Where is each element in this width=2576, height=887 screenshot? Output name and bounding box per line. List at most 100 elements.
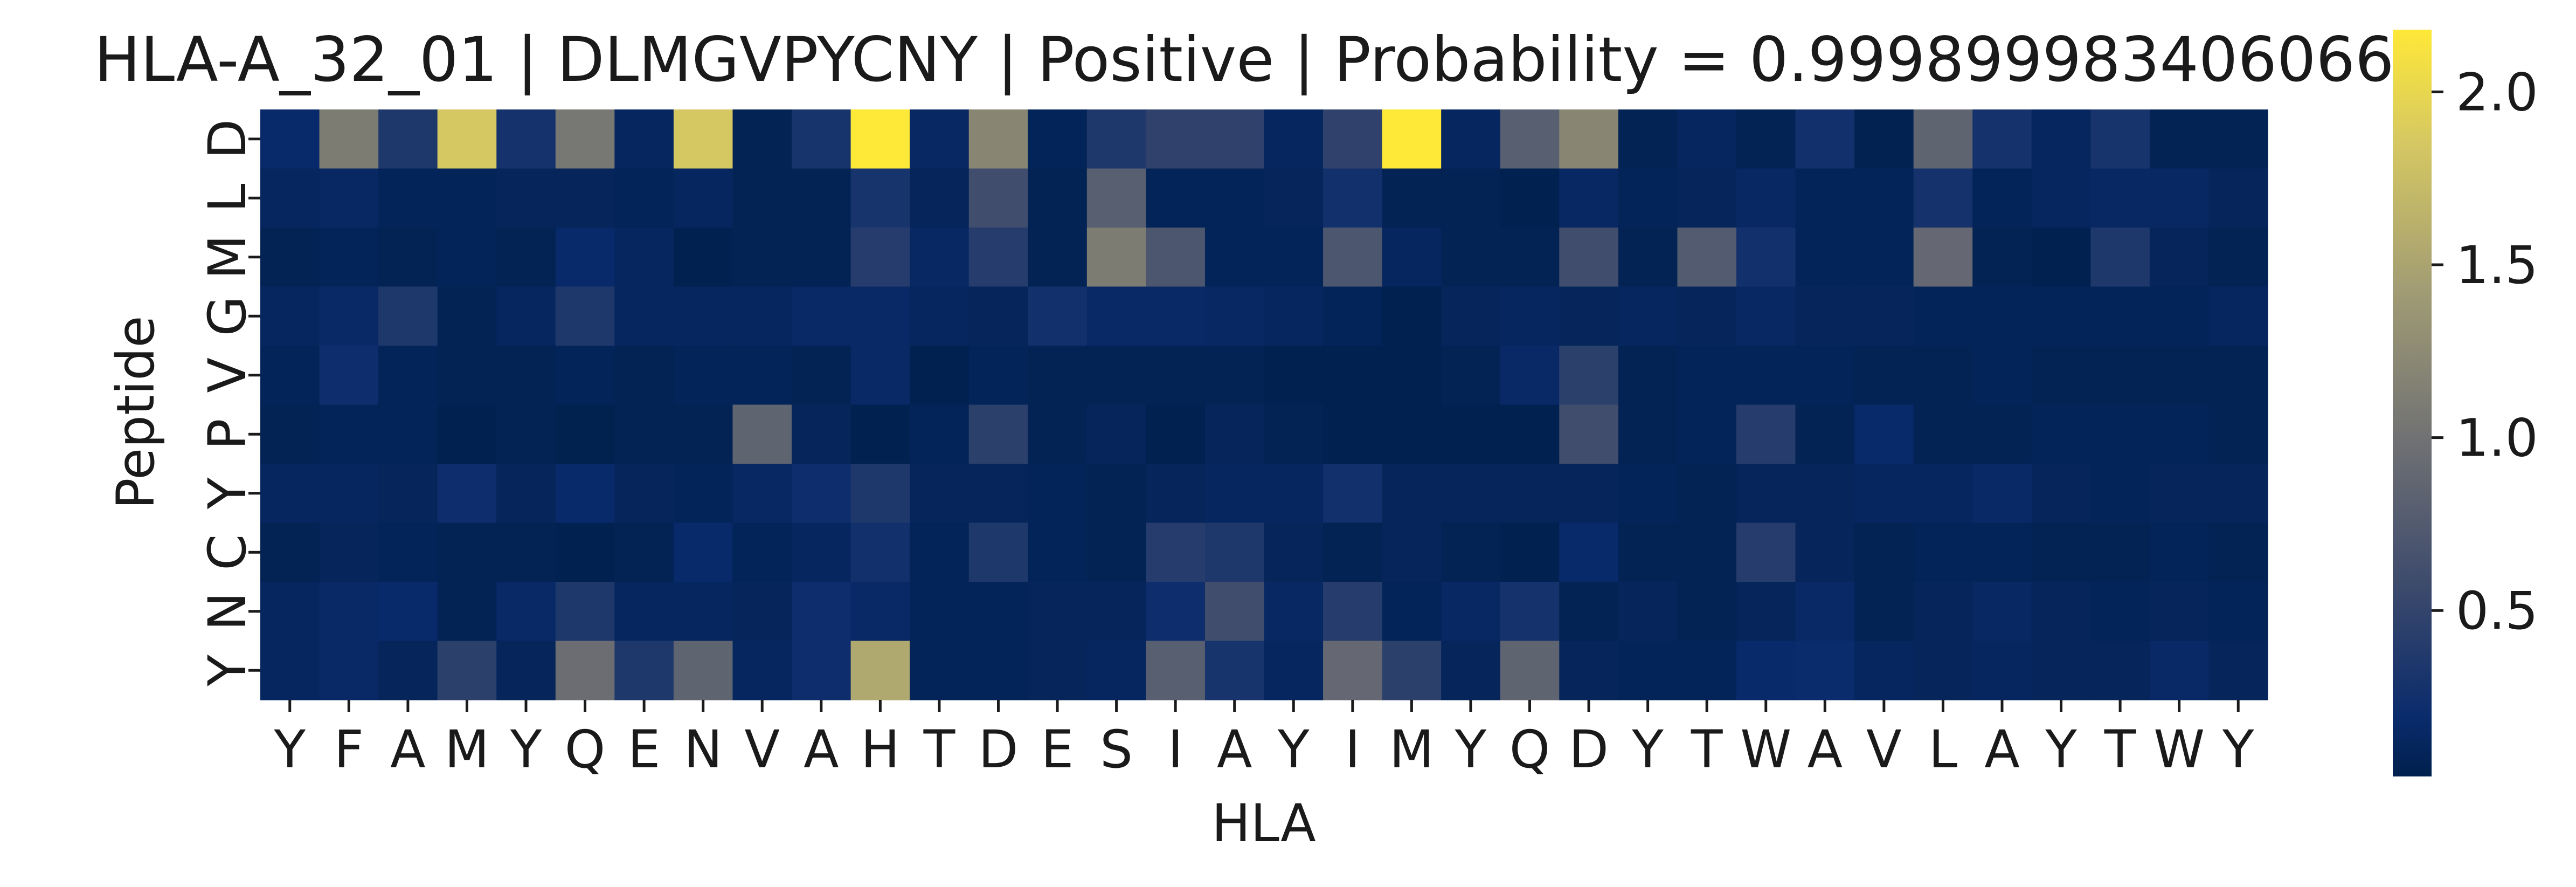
heatmap-cell [319, 168, 379, 228]
heatmap-cell [1972, 109, 2032, 169]
heatmap-cell [1618, 404, 1678, 464]
heatmap-cell [1441, 286, 1501, 346]
heatmap-cell [378, 522, 438, 582]
x-tick-label: A [390, 719, 426, 780]
heatmap-cell [1382, 404, 1442, 464]
heatmap-cell [378, 109, 438, 169]
heatmap-cell [2208, 522, 2268, 582]
x-tick-label: Q [1509, 719, 1550, 780]
heatmap-cell [1913, 286, 1973, 346]
heatmap-cell [850, 582, 910, 642]
heatmap-cell [792, 109, 851, 169]
heatmap-cell [1382, 109, 1442, 169]
heatmap-cell [910, 641, 970, 700]
heatmap-cell [1618, 582, 1678, 642]
x-tick-label: A [804, 719, 839, 780]
heatmap-cell [910, 228, 970, 287]
heatmap-cell [260, 522, 320, 582]
heatmap-cell [319, 641, 379, 700]
heatmap-cell [1559, 346, 1619, 405]
y-tick-label: G [197, 296, 258, 336]
y-tick-label: C [197, 534, 258, 570]
heatmap-cell [968, 286, 1028, 346]
heatmap-cell [2090, 286, 2150, 346]
heatmap-cell [910, 346, 970, 405]
heatmap-cell [1913, 228, 1973, 287]
heatmap-cell [792, 582, 851, 642]
heatmap-cell [1204, 168, 1265, 228]
heatmap-cell [1854, 522, 1914, 582]
heatmap-cell [1972, 168, 2032, 228]
heatmap-cell [1736, 346, 1796, 405]
heatmap-cell [1086, 109, 1146, 169]
heatmap-cell [1677, 168, 1737, 228]
y-tick-label: V [197, 357, 258, 393]
heatmap-cell [792, 464, 851, 524]
heatmap-cell [378, 464, 438, 524]
heatmap-cell [1028, 286, 1088, 346]
heatmap-cell [437, 228, 497, 287]
heatmap-cell [2031, 346, 2091, 405]
y-tick-label: D [197, 119, 258, 159]
heatmap-cell [1618, 286, 1678, 346]
heatmap-cell [1086, 464, 1146, 524]
heatmap-cells [260, 109, 2268, 700]
heatmap-cell [2208, 228, 2268, 287]
heatmap-cell [792, 641, 851, 700]
heatmap-cell [1264, 641, 1324, 700]
heatmap-cell [1323, 404, 1383, 464]
heatmap-cell [1146, 109, 1206, 169]
heatmap-cell [850, 346, 910, 405]
heatmap-cell [850, 109, 910, 169]
x-tick-label: T [1691, 719, 1723, 780]
heatmap-cell [2090, 464, 2150, 524]
heatmap-cell [1204, 404, 1265, 464]
y-tick-label: P [197, 418, 258, 450]
heatmap-cell [1795, 464, 1855, 524]
heatmap-cell [1559, 228, 1619, 287]
heatmap-cell [1146, 404, 1206, 464]
heatmap-cell [2031, 641, 2091, 700]
heatmap-cell [1972, 641, 2032, 700]
heatmap-cell [1264, 228, 1324, 287]
y-axis-title: Peptide [106, 316, 166, 510]
heatmap-cell [437, 522, 497, 582]
heatmap-cell [1028, 404, 1088, 464]
heatmap-cell [1204, 522, 1265, 582]
heatmap-cell [1441, 404, 1501, 464]
heatmap-cell [378, 582, 438, 642]
heatmap-cell [2031, 109, 2091, 169]
heatmap-cell [1146, 582, 1206, 642]
x-tick-label: E [1041, 719, 1074, 780]
heatmap-cell [968, 228, 1028, 287]
heatmap-cell [555, 641, 615, 700]
heatmap-cell [1323, 346, 1383, 405]
heatmap-cell [1559, 582, 1619, 642]
heatmap-cell [260, 228, 320, 287]
heatmap-cell [2090, 582, 2150, 642]
heatmap-cell [1264, 464, 1324, 524]
heatmap-cell [732, 464, 792, 524]
heatmap-cell [1913, 522, 1973, 582]
heatmap-cell [1677, 582, 1737, 642]
heatmap-cell [1028, 522, 1088, 582]
heatmap-cell [792, 404, 851, 464]
heatmap-cell [673, 464, 733, 524]
heatmap-cell [319, 286, 379, 346]
heatmap-cell [1382, 582, 1442, 642]
heatmap-cell [437, 464, 497, 524]
heatmap-cell [1500, 228, 1560, 287]
heatmap-cell [378, 168, 438, 228]
heatmap-cell [968, 641, 1028, 700]
heatmap-cell [1382, 464, 1442, 524]
colorbar-tick-label: 0.5 [2456, 581, 2538, 641]
heatmap-cell [1382, 641, 1442, 700]
heatmap-cell [378, 404, 438, 464]
heatmap-cell [910, 582, 970, 642]
heatmap-cell [1972, 404, 2032, 464]
heatmap-cell [1913, 464, 1973, 524]
heatmap-cell [1618, 109, 1678, 169]
heatmap-cell [1913, 641, 1973, 700]
heatmap-cell [1323, 464, 1383, 524]
heatmap-cell [732, 228, 792, 287]
